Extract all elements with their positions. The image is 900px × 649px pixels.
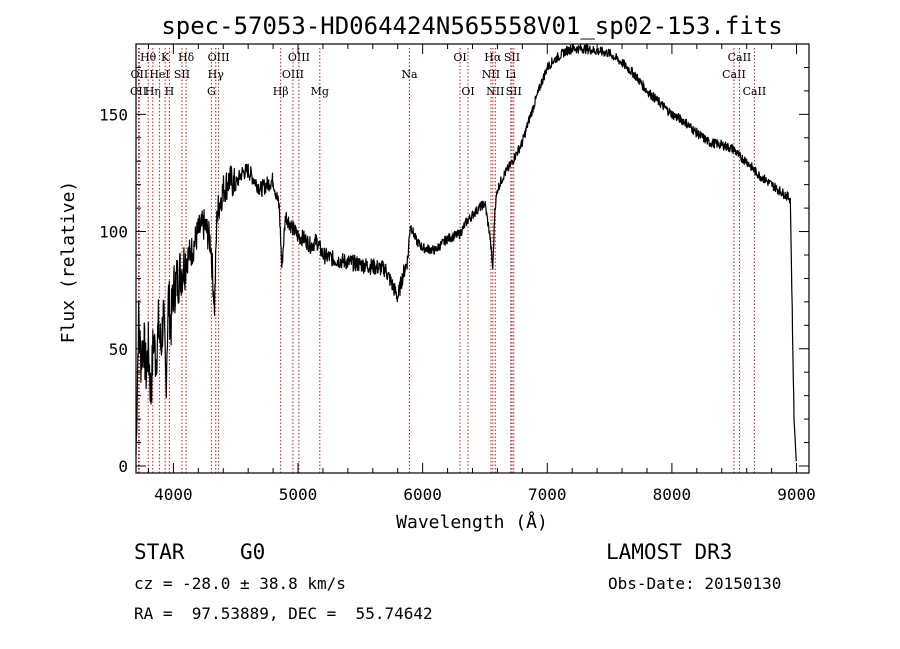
line-marker-label: Hδ (178, 51, 195, 64)
line-marker-label: OIII (288, 51, 310, 64)
object-subclass: G0 (240, 540, 266, 564)
plot-frame (135, 43, 810, 474)
line-marker-label: NII (486, 85, 504, 98)
line-marker-label: SII (506, 85, 522, 98)
line-marker-label: CaII (743, 85, 767, 98)
line-marker-label: Mg (311, 85, 329, 98)
spectral-line-markers: CII OII Hθ Hη HeI H K SII Hδ G Hγ OIII Hβ OIII OIII Mg N… (130, 48, 766, 473)
line-marker-label: NII (482, 68, 500, 81)
x-tick-label: 5000 (279, 485, 318, 504)
chart-title: spec-57053-HD064424N565558V01_sp02-153.f… (161, 12, 782, 40)
line-marker-label: G (207, 85, 216, 98)
x-tick-label: 9000 (777, 485, 816, 504)
line-marker-label: OI (461, 85, 474, 98)
x-axis-ticks: 4000 5000 6000 7000 8000 9000 (147, 44, 816, 504)
y-tick-label: 100 (99, 223, 128, 242)
survey-name: LAMOST DR3 (606, 540, 733, 564)
line-marker-label: Hθ (140, 51, 157, 64)
coordinates: RA = 97.53889, DEC = 55.74642 (134, 604, 433, 623)
line-marker-label: CII (130, 85, 147, 98)
x-tick-label: 8000 (653, 485, 692, 504)
line-marker-label: HeI (149, 68, 169, 81)
line-marker-label: SII (504, 51, 520, 64)
line-marker-label: OIII (282, 68, 304, 81)
line-marker-label: Na (401, 68, 418, 81)
line-marker-label: OI (453, 51, 466, 64)
line-marker-label: Hα (484, 51, 502, 64)
line-marker-label: Hβ (273, 85, 289, 98)
y-axis-label: Flux (relative) (58, 181, 79, 344)
y-tick-label: 0 (118, 457, 128, 476)
line-marker-label: K (161, 51, 170, 64)
spectrum-line (135, 43, 797, 462)
line-marker-label: Hη (145, 85, 161, 98)
line-marker-label: CaII (722, 68, 746, 81)
x-tick-label: 4000 (154, 485, 193, 504)
line-marker-label: Li (505, 68, 516, 81)
line-marker-label: SII (174, 68, 190, 81)
line-marker-label: CaII (728, 51, 752, 64)
line-marker-label: Hγ (208, 68, 225, 81)
y-axis-ticks: 0 50 100 150 (99, 66, 809, 476)
redshift-cz: cz = -28.0 ± 38.8 km/s (134, 574, 346, 593)
line-marker-label: H (165, 85, 175, 98)
y-tick-label: 50 (109, 340, 128, 359)
x-axis-label: Wavelength (Å) (396, 511, 548, 533)
line-marker-label: OIII (208, 51, 230, 64)
object-class: STAR (134, 540, 185, 564)
y-tick-label: 150 (99, 105, 128, 124)
x-tick-label: 7000 (528, 485, 567, 504)
obs-date: Obs-Date: 20150130 (608, 574, 782, 593)
line-marker-label: OII (131, 68, 149, 81)
x-tick-label: 6000 (403, 485, 442, 504)
